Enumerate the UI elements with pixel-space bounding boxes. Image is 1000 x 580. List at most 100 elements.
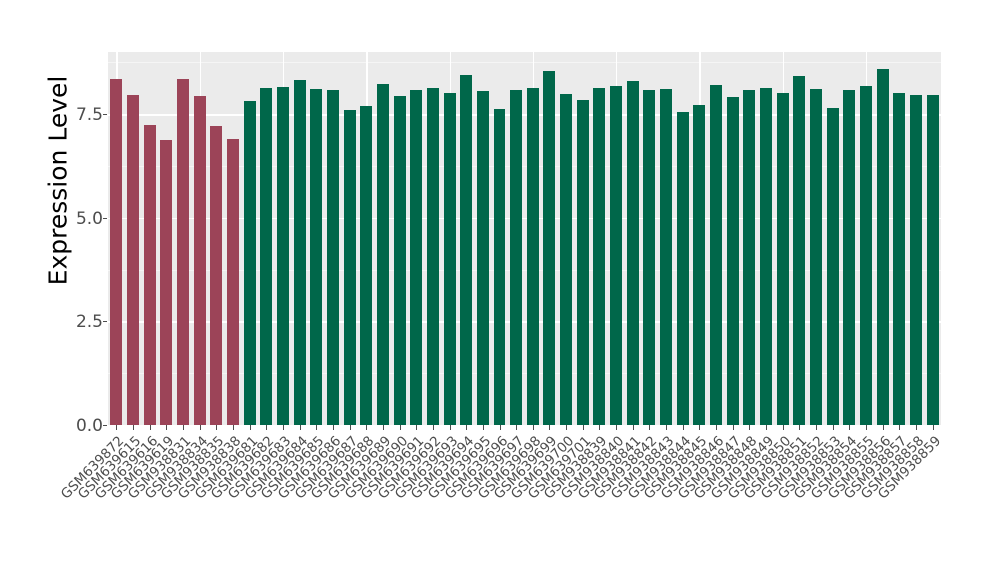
gridline-y: [108, 321, 941, 323]
x-axis-tick-mark: [816, 425, 818, 430]
bar: [143, 125, 156, 425]
bar: [160, 139, 173, 425]
x-axis-tick-mark: [332, 425, 334, 430]
bar: [776, 92, 789, 425]
bar: [560, 94, 573, 425]
x-axis-tick-mark: [399, 425, 401, 430]
y-axis-tick-mark: [103, 425, 107, 426]
bar: [876, 69, 889, 425]
x-axis-tick-mark: [549, 425, 551, 430]
bar: [626, 81, 639, 425]
bar: [743, 90, 756, 425]
x-axis-tick-mark: [566, 425, 568, 430]
bar: [710, 85, 723, 425]
x-axis-tick-mark: [616, 425, 618, 430]
gridline-y: [108, 217, 941, 220]
x-axis-tick-mark: [482, 425, 484, 430]
x-axis-tick-mark: [466, 425, 468, 430]
x-axis-tick-mark: [682, 425, 684, 430]
bar: [126, 94, 139, 425]
bar: [510, 89, 523, 425]
x-axis-tick-mark: [199, 425, 201, 430]
bar: [110, 78, 123, 425]
gridline-y: [108, 114, 941, 116]
bar: [243, 100, 256, 425]
gridline-y-minor: [108, 62, 941, 64]
y-axis-tick-label: 0.0: [75, 416, 103, 436]
y-axis-tick-labels: 0.0 2.5 5.0 7.5: [58, 0, 107, 580]
x-axis-tick-mark: [166, 425, 168, 430]
x-axis-tick-mark: [849, 425, 851, 430]
x-axis-tick-mark: [266, 425, 268, 430]
y-axis-tick-mark: [103, 321, 107, 323]
x-axis-tick-mark: [249, 425, 251, 430]
bar: [926, 94, 939, 425]
x-axis-tick-mark: [116, 425, 118, 430]
x-axis-tick-mark: [432, 425, 434, 430]
bar: [526, 88, 539, 425]
bar: [393, 95, 406, 425]
bar: [426, 88, 439, 425]
x-axis-tick-mark: [232, 425, 234, 430]
gridline-y-minor: [108, 165, 941, 167]
bar-series: [108, 52, 941, 425]
bar: [326, 90, 339, 425]
bar: [210, 125, 223, 425]
x-axis-tick-mark: [316, 425, 318, 430]
bar: [293, 80, 306, 425]
bar: [343, 110, 356, 425]
bar: [860, 86, 873, 425]
x-axis-tick-mark: [449, 425, 451, 430]
bar: [893, 93, 906, 425]
bar: [260, 88, 273, 425]
x-axis-tick-mark: [599, 425, 601, 430]
bar: [460, 74, 473, 425]
x-axis-tick-mark: [582, 425, 584, 430]
x-axis-tick-mark: [216, 425, 218, 430]
x-axis-tick-mark: [766, 425, 768, 430]
x-axis-tick-mark: [532, 425, 534, 430]
x-axis-tick-mark: [366, 425, 368, 430]
bar: [276, 87, 289, 425]
bar: [660, 89, 673, 425]
x-axis-tick-mark: [499, 425, 501, 430]
bar: [676, 111, 689, 425]
bar: [610, 86, 623, 425]
gridline-y-minor: [108, 373, 941, 375]
x-axis-tick-mark: [299, 425, 301, 430]
bar: [576, 100, 589, 425]
x-axis-tick-mark: [832, 425, 834, 430]
x-axis-tick-mark: [132, 425, 134, 430]
x-axis-tick-mark: [182, 425, 184, 430]
plot-panel: [108, 52, 941, 425]
bar: [376, 84, 389, 425]
x-axis-tick-mark: [716, 425, 718, 430]
x-axis-tick-marks: [108, 425, 941, 431]
x-axis-tick-mark: [349, 425, 351, 430]
bar: [643, 89, 656, 425]
x-axis-tick-mark: [866, 425, 868, 430]
bar: [593, 88, 606, 425]
bar: [810, 89, 823, 425]
bar: [310, 89, 323, 425]
bar: [693, 104, 706, 425]
x-axis-tick-mark: [149, 425, 151, 430]
bar: [793, 76, 806, 425]
y-axis-tick-label: 2.5: [75, 312, 103, 333]
bar: [443, 92, 456, 425]
y-axis-tick-label: 5.0: [75, 208, 103, 229]
x-axis-tick-mark: [699, 425, 701, 430]
bar: [226, 139, 239, 425]
x-axis-tick-mark: [649, 425, 651, 430]
x-axis-tick-mark: [749, 425, 751, 430]
y-axis-tick-mark: [103, 217, 107, 219]
x-axis-tick-mark: [932, 425, 934, 430]
bar: [360, 105, 373, 425]
bar: [410, 90, 423, 425]
x-axis-tick-mark: [666, 425, 668, 430]
x-axis-tick-mark: [882, 425, 884, 430]
bar: [760, 88, 773, 425]
bar: [476, 90, 489, 425]
